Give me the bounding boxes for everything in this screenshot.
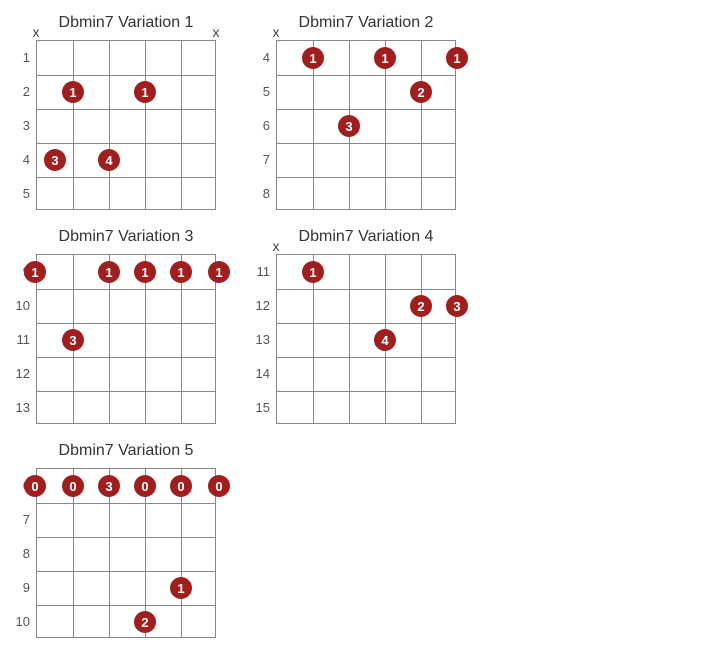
finger-dot: 3 (338, 115, 360, 137)
fret-label: 1 (10, 40, 30, 74)
chord-title: Dbmin7 Variation 3 (10, 228, 242, 246)
fret-label: 12 (250, 288, 270, 322)
finger-dot: 3 (446, 295, 468, 317)
finger-dot: 0 (24, 475, 46, 497)
finger-dot: 0 (208, 475, 230, 497)
fret-label: 15 (250, 390, 270, 424)
fret-labels: 1112131415 (250, 254, 276, 424)
fret-label: 8 (10, 536, 30, 570)
finger-dot: 4 (374, 329, 396, 351)
finger-dot: 1 (208, 261, 230, 283)
finger-dot: 0 (134, 475, 156, 497)
mute-indicators: x (276, 24, 456, 40)
mute-x: x (273, 24, 280, 40)
chord-diagram: Dbmin7 Variation 245678x11123 (246, 8, 486, 222)
fret-label: 4 (10, 142, 30, 176)
fret-label: 10 (10, 604, 30, 638)
fret-label: 13 (250, 322, 270, 356)
finger-dot: 1 (62, 81, 84, 103)
fret-label: 6 (250, 108, 270, 142)
fret-label: 5 (10, 176, 30, 210)
fret-label: 7 (10, 502, 30, 536)
finger-dot: 3 (62, 329, 84, 351)
fret-label: 10 (10, 288, 30, 322)
fret-label: 11 (10, 322, 30, 356)
finger-dot: 0 (170, 475, 192, 497)
fretboard: 11123 (276, 40, 456, 210)
fret-label: 14 (250, 356, 270, 390)
finger-dot: 2 (410, 81, 432, 103)
finger-dot: 1 (302, 47, 324, 69)
finger-dot: 2 (410, 295, 432, 317)
fret-label: 2 (10, 74, 30, 108)
fret-label: 5 (250, 74, 270, 108)
mute-indicators: x (276, 238, 456, 254)
fret-label: 11 (250, 254, 270, 288)
fret-label: 3 (10, 108, 30, 142)
finger-dot: 1 (446, 47, 468, 69)
fretboard: 1 1 3 4 (36, 40, 216, 210)
fretboard: 111113 (36, 254, 216, 424)
finger-dot: 1 (98, 261, 120, 283)
chord-title: Dbmin7 Variation 5 (10, 442, 242, 460)
chord-diagram: Dbmin7 Variation 567891000300012 (6, 436, 246, 650)
fret-label: 12 (10, 356, 30, 390)
chord-diagram: Dbmin7 Variation 3910111213111113 (6, 222, 246, 436)
finger-dot: 1 (170, 577, 192, 599)
finger-dot: 1 (24, 261, 46, 283)
finger-dot: 1 (374, 47, 396, 69)
fret-label: 8 (250, 176, 270, 210)
fret-labels: 45678 (250, 40, 276, 210)
finger-dot: 1 (134, 261, 156, 283)
finger-dot: 4 (98, 149, 120, 171)
finger-dot: 3 (44, 149, 66, 171)
mute-x: x (273, 238, 280, 254)
finger-dot: 3 (98, 475, 120, 497)
finger-dot: 1 (134, 81, 156, 103)
finger-dot: 2 (134, 611, 156, 633)
fret-label: 7 (250, 142, 270, 176)
mute-indicators: xx (36, 24, 216, 40)
fret-label: 4 (250, 40, 270, 74)
mute-x: x (213, 24, 220, 40)
fretboard: 1234 (276, 254, 456, 424)
fret-label: 9 (10, 570, 30, 604)
chord-diagram: Dbmin7 Variation 41112131415x1234 (246, 222, 486, 436)
finger-dot: 0 (62, 475, 84, 497)
finger-dot: 1 (170, 261, 192, 283)
chord-diagram: Dbmin7 Variation 112345xx1134 (6, 8, 246, 222)
fret-label: 13 (10, 390, 30, 424)
finger-dot: 1 (302, 261, 324, 283)
mute-x: x (33, 24, 40, 40)
fret-labels: 12345 (10, 40, 36, 210)
fretboard: 00300012 (36, 468, 216, 638)
